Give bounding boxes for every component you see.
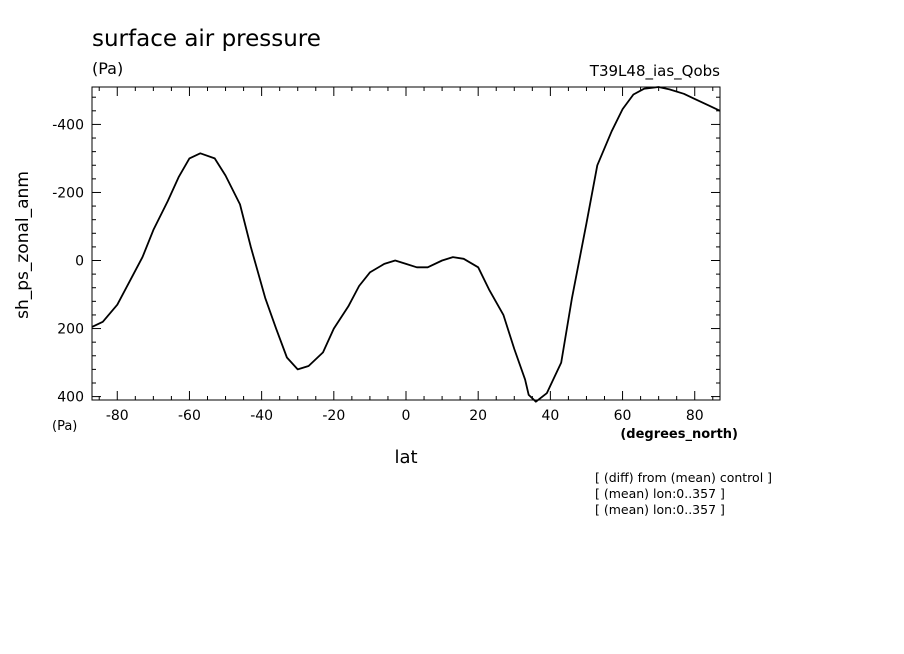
- x-axis: -80 -60 -40 -20 0 20 40 60 80: [98, 87, 714, 424]
- note-mean-lon-2: [ (mean) lon:0..357 ]: [595, 502, 725, 517]
- units-label: (Pa): [92, 59, 123, 78]
- chart-title: surface air pressure: [92, 26, 321, 52]
- experiment-label: T39L48_ias_Qobs: [589, 62, 720, 81]
- y-unit-label: (Pa): [52, 419, 77, 434]
- x-tick-label: 80: [686, 408, 704, 424]
- plot-frame: [91, 86, 721, 401]
- note-diff: [ (diff) from (mean) control ]: [595, 470, 772, 485]
- x-tick-label: -80: [106, 408, 129, 424]
- x-tick-label: 60: [614, 408, 632, 424]
- y-tick-label: 400: [57, 390, 84, 406]
- series-line: [91, 86, 721, 403]
- y-tick-label: -400: [52, 117, 84, 133]
- y-tick-label: 0: [75, 254, 84, 270]
- x-tick-label: 0: [402, 408, 411, 424]
- y-axis: -400 -200 0 200 400: [52, 96, 720, 406]
- x-tick-label: -60: [178, 408, 201, 424]
- y-tick-label: 200: [57, 322, 84, 338]
- y-tick-label: -200: [52, 185, 84, 201]
- x-tick-label: -20: [322, 408, 345, 424]
- x-tick-label: -40: [250, 408, 273, 424]
- x-tick-label: 20: [469, 408, 487, 424]
- x-unit-label: (degrees_north): [620, 427, 738, 442]
- x-tick-label: 40: [541, 408, 559, 424]
- y-axis-label: sh_ps_zonal_anm: [13, 171, 33, 319]
- note-mean-lon-1: [ (mean) lon:0..357 ]: [595, 486, 725, 501]
- x-axis-label: lat: [394, 447, 417, 468]
